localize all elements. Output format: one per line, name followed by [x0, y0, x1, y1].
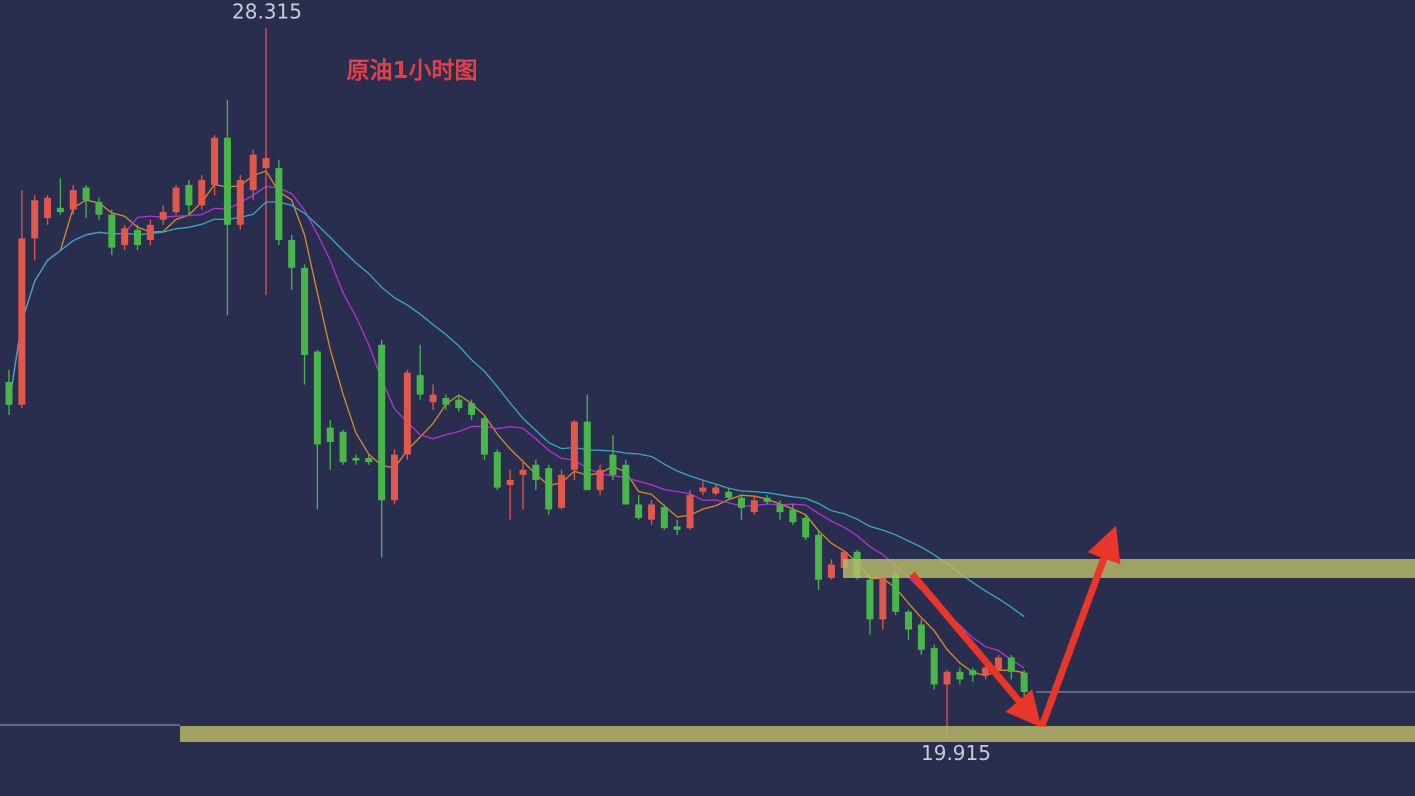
candle-body: [815, 534, 823, 580]
candle-body: [403, 372, 411, 455]
candle-body: [802, 517, 810, 538]
candle-body: [288, 239, 296, 268]
candle-body: [69, 190, 77, 210]
candle-body: [211, 137, 219, 186]
plot-area: [5, 28, 1028, 739]
candle-body: [442, 398, 450, 405]
candle-body: [275, 168, 283, 240]
candle-body: [866, 579, 874, 620]
candle-body: [44, 197, 52, 219]
candle-body: [159, 212, 167, 220]
candle-body: [789, 509, 797, 523]
candle-body: [673, 526, 681, 530]
candle-body: [56, 207, 64, 213]
candle-body: [712, 487, 720, 494]
support-zone: [180, 726, 1415, 742]
candle-body: [930, 648, 938, 685]
candle-body: [737, 497, 745, 508]
candle-body: [262, 158, 270, 169]
candle-body: [352, 457, 360, 461]
candle-body: [532, 464, 540, 480]
candle-body: [223, 137, 231, 225]
max-label: 28.315: [232, 0, 302, 23]
candle-body: [622, 464, 630, 505]
candle-body: [301, 267, 309, 355]
candle-body: [545, 468, 553, 510]
candle-body: [686, 495, 694, 529]
candle-body: [198, 179, 206, 206]
candle-body: [31, 200, 39, 239]
candle-body: [172, 187, 180, 213]
candle-body: [1007, 657, 1015, 672]
candle-body: [570, 421, 578, 470]
candle-body: [121, 228, 129, 246]
candle-body: [18, 238, 26, 405]
candle-body: [429, 394, 437, 403]
candle-body: [994, 657, 1002, 671]
candle-body: [506, 479, 514, 486]
candle-body: [82, 187, 90, 201]
candle-body: [892, 574, 900, 612]
candle-body: [108, 214, 116, 248]
candle-body: [326, 427, 334, 442]
candle-body: [416, 375, 424, 395]
candle-body: [558, 474, 566, 508]
candle-body: [378, 344, 386, 501]
resistance-zone: [843, 559, 1415, 578]
candle-body: [750, 500, 758, 513]
candle-body: [827, 564, 835, 578]
candle-body: [339, 431, 347, 463]
candle-body: [185, 185, 193, 206]
candle-body: [969, 670, 977, 676]
candle-body: [660, 507, 668, 529]
candle-body: [699, 487, 707, 492]
candle-body: [468, 403, 476, 415]
candle-body: [5, 381, 13, 405]
candle-body: [95, 201, 103, 215]
candle-body: [391, 454, 398, 501]
candle-body: [365, 457, 373, 463]
candle-body: [455, 399, 463, 409]
candle-body: [776, 504, 784, 513]
candle-body: [146, 224, 154, 240]
min-label: 19.915: [921, 741, 991, 765]
candle-body: [725, 491, 733, 498]
candle-body: [493, 452, 501, 488]
candle-body: [134, 229, 141, 246]
candle-body: [519, 469, 527, 475]
candle-body: [956, 671, 964, 680]
down-arrow: [909, 571, 1042, 728]
candle-body: [480, 418, 488, 455]
candle-body: [635, 504, 643, 518]
candle-body: [879, 577, 887, 620]
candle-body: [609, 454, 617, 475]
candle-body: [1020, 672, 1028, 693]
candle-body: [249, 154, 257, 191]
candle-body: [648, 504, 655, 520]
candle-body: [596, 469, 604, 491]
candle-body: [905, 611, 912, 630]
candle-body: [943, 671, 951, 685]
chart-title: 原油1小时图: [346, 58, 477, 84]
candle-body: [763, 497, 771, 502]
candle-body: [982, 667, 990, 676]
ma-line: [8, 201, 1025, 618]
ma-line: [8, 185, 1025, 669]
candle-body: [917, 624, 925, 650]
candle-body: [583, 421, 591, 491]
candle-body: [313, 351, 321, 445]
up-arrow: [1038, 525, 1121, 728]
candle-body: [236, 179, 244, 225]
